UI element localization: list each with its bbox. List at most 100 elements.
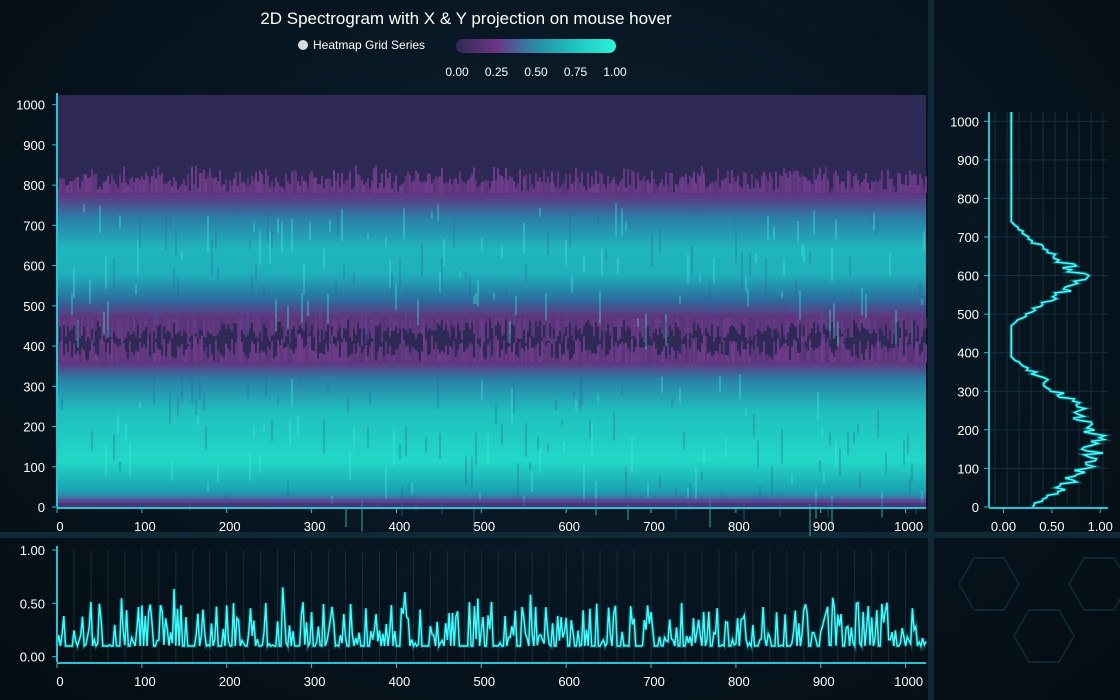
heatmap-band-edge-top	[743, 172, 745, 194]
heatmap-band-edge-top	[97, 356, 99, 363]
heatmap-y-tick-label: 500	[23, 299, 45, 314]
heatmap-band-edge-top	[169, 180, 171, 194]
y-projection-panel[interactable]: 0 100 200 300 400 500 600 700 800 900 1000 0.00 0.50…	[934, 0, 1120, 534]
heatmap-band-edge-top	[589, 187, 591, 194]
heatmap-band-edge-top	[713, 182, 715, 194]
heatmap-band-edge-top	[571, 183, 573, 194]
spectrogram-panel[interactable]: 2D Spectrogram with X & Y projection on …	[0, 0, 928, 537]
heatmap-band-edge-top	[61, 340, 63, 363]
heatmap-band-edge-top	[369, 188, 371, 194]
heatmap-band-edge-top	[745, 172, 747, 194]
heatmap-band-edge-bottom	[553, 317, 555, 329]
heatmap-band-edge-bottom	[775, 317, 777, 329]
heatmap-texture-streak	[481, 380, 483, 400]
heatmap-band-edge-bottom	[437, 317, 439, 324]
heatmap-band-edge-top	[529, 173, 531, 194]
heatmap-band-edge-top	[525, 174, 527, 194]
heatmap-band-edge-top	[371, 341, 373, 363]
heatmap-band-edge-top	[639, 180, 641, 194]
heatmap-band-edge-top	[181, 344, 183, 363]
heatmap-texture-streak	[581, 370, 583, 406]
heatmap-band-edge-top	[403, 181, 405, 194]
heatmap-texture-streak	[889, 254, 891, 275]
heatmap-band-edge-top	[367, 178, 369, 194]
heatmap-texture-streak	[83, 203, 85, 213]
heatmap-band-edge-bottom	[267, 317, 269, 338]
heatmap-band-edge-bottom	[539, 317, 541, 321]
heatmap-band-edge-bottom	[489, 317, 491, 319]
heatmap-band-edge-bottom	[181, 317, 183, 337]
heatmap-band-edge-bottom	[675, 317, 677, 323]
heatmap-plot-area[interactable]	[57, 95, 927, 537]
heatmap-band-edge-top	[397, 191, 399, 194]
heatmap-band-edge-bottom	[123, 317, 125, 341]
heatmap-band-edge-top	[469, 177, 471, 194]
heatmap-band-edge-bottom	[679, 317, 681, 331]
heatmap-band-edge-top	[481, 181, 483, 194]
heatmap-band-edge-top	[625, 187, 627, 194]
x-projection-panel[interactable]: 0.00 0.50 1.00 0 100 200 300 400 500 600 700 800 900…	[0, 538, 928, 700]
heatmap-band-edge-top	[191, 349, 193, 363]
heatmap-band-edge-top	[231, 339, 233, 363]
heatmap-texture-streak	[323, 248, 325, 268]
heatmap-band-edge-bottom	[281, 317, 283, 328]
heatmap-band-edge-bottom	[621, 317, 623, 327]
heatmap-x-tick-label: 800	[728, 519, 750, 534]
heatmap-band-edge-top	[411, 181, 413, 194]
heatmap-band-edge-top	[827, 338, 829, 363]
heatmap-band-edge-top	[789, 171, 791, 194]
heatmap-texture-streak	[651, 234, 653, 267]
heatmap-band-edge-bottom	[503, 317, 505, 335]
heatmap-band-edge-bottom	[271, 317, 273, 336]
heatmap-band-edge-top	[907, 185, 909, 194]
heatmap-band-edge-bottom	[549, 317, 551, 324]
heatmap-band-edge-top	[535, 172, 537, 194]
heatmap-band-edge-top	[847, 350, 849, 363]
heatmap-band-edge-top	[99, 186, 101, 194]
heatmap-band-edge-bottom	[695, 317, 697, 331]
heatmap-band-edge-bottom	[797, 317, 799, 339]
heatmap-band-edge-top	[747, 343, 749, 363]
y-projection-y-tick-label: 900	[957, 153, 979, 168]
heatmap-band-edge-top	[93, 346, 95, 363]
heatmap-band-edge-top	[325, 343, 327, 363]
heatmap-band-edge-top	[569, 173, 571, 194]
heatmap-band-edge-bottom	[721, 317, 723, 343]
heatmap-band-edge-top	[885, 189, 887, 194]
heatmap-band-edge-top	[479, 185, 481, 194]
heatmap-band-edge-bottom	[341, 317, 343, 339]
heatmap-band-edge-bottom	[903, 317, 905, 321]
heatmap-band-edge-top	[535, 345, 537, 363]
heatmap-band-edge-top	[433, 349, 435, 363]
x-projection-chart[interactable]: 0.000.501.000 100 200 300 400 500 600 700 800 900…	[0, 538, 928, 700]
heatmap-band-edge-top	[191, 166, 193, 194]
heatmap-band-edge-bottom	[447, 317, 449, 331]
heatmap-texture-streak	[589, 420, 591, 439]
heatmap-texture-streak	[181, 252, 183, 260]
heatmap-texture-streak	[369, 391, 371, 404]
heatmap-band-edge-top	[801, 174, 803, 194]
heatmap-band-edge-bottom	[873, 317, 875, 330]
heatmap-band-edge-bottom	[677, 317, 679, 328]
heatmap-texture-streak	[475, 293, 477, 305]
heatmap-band-edge-bottom	[899, 317, 901, 329]
heatmap-texture-streak	[365, 313, 367, 344]
spectrogram-chart[interactable]: 2D Spectrogram with X & Y projection on …	[0, 0, 928, 537]
heatmap-band-edge-bottom	[519, 317, 521, 339]
heatmap-band-edge-top	[617, 347, 619, 363]
heatmap-band-edge-top	[259, 170, 261, 194]
heatmap-band-edge-top	[869, 189, 871, 194]
heatmap-band-edge-bottom	[507, 317, 509, 343]
y-projection-y-tick-label: 1000	[950, 114, 979, 129]
heatmap-band-edge-bottom	[67, 317, 69, 327]
heatmap-texture-streak	[303, 263, 305, 295]
heatmap-band-edge-top	[297, 180, 299, 194]
heatmap-band-edge-bottom	[885, 317, 887, 325]
heatmap-band-edge-top	[757, 180, 759, 194]
heatmap-texture-streak	[263, 286, 265, 313]
heatmap-band-edge-top	[783, 167, 785, 194]
heatmap-band-edge-top	[563, 181, 565, 194]
heatmap-band-edge-top	[627, 168, 629, 194]
heatmap-band-edge-top	[121, 182, 123, 194]
